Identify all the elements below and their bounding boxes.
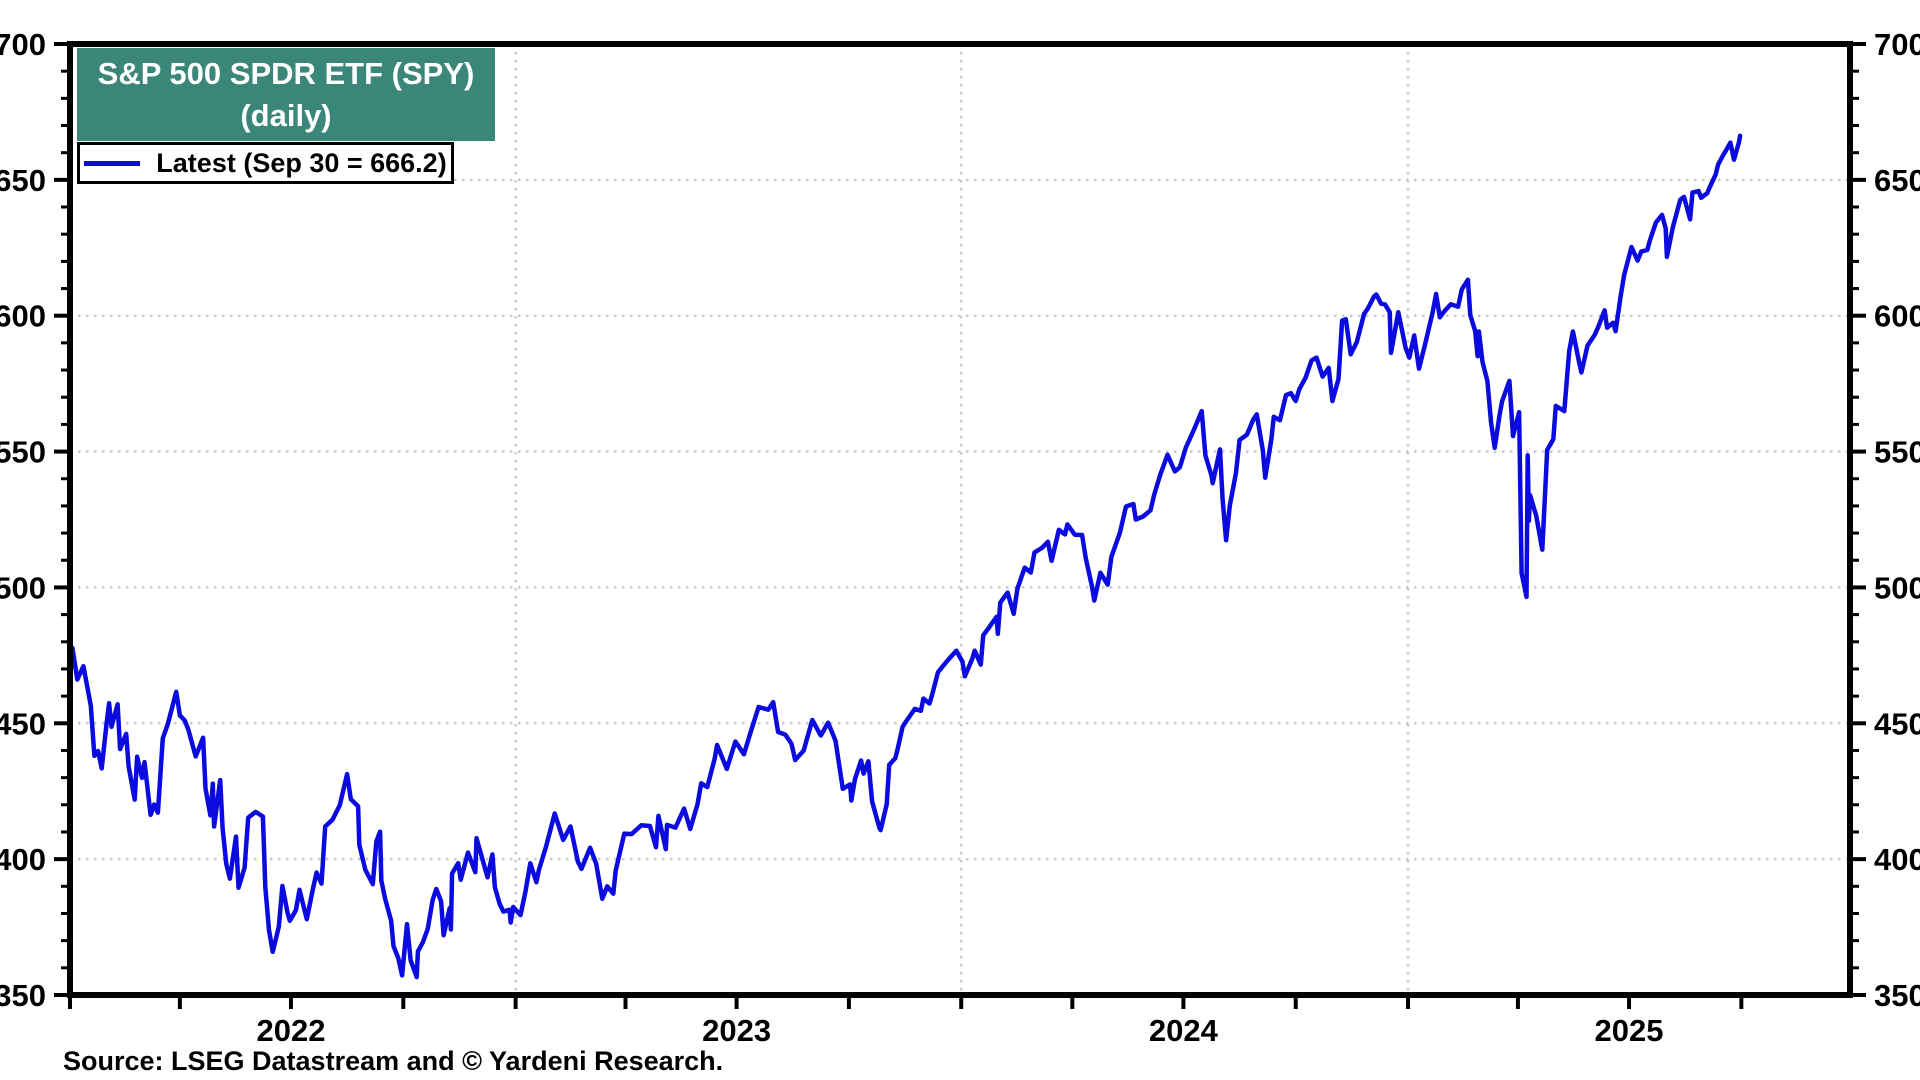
y-axis-label-left: 550: [0, 435, 46, 470]
y-axis-label-right: 500: [1874, 570, 1920, 605]
source-note: Source: LSEG Datastream and © Yardeni Re…: [63, 1046, 724, 1076]
y-axis-label-left: 700: [0, 27, 46, 62]
chart-title-box: S&P 500 SPDR ETF (SPY) (daily): [77, 48, 495, 141]
y-axis-label-left: 350: [0, 978, 46, 1013]
y-axis-label-right: 450: [1874, 706, 1920, 741]
y-axis-label-right: 700: [1874, 27, 1920, 62]
y-axis-label-right: 350: [1874, 978, 1920, 1013]
y-axis-label-left: 600: [0, 299, 46, 334]
y-axis-label-left: 400: [0, 842, 46, 877]
y-axis-label-left: 650: [0, 163, 46, 198]
legend-label: Latest (Sep 30 = 666.2): [156, 147, 447, 178]
y-axis-label-right: 550: [1874, 435, 1920, 470]
y-axis-label-left: 450: [0, 706, 46, 741]
y-axis-label-right: 650: [1874, 163, 1920, 198]
x-axis-year-label: 2025: [1595, 1013, 1664, 1048]
y-axis-label-right: 600: [1874, 299, 1920, 334]
y-axis-label-right: 400: [1874, 842, 1920, 877]
x-axis-year-label: 2023: [702, 1013, 771, 1048]
chart-title-line2: (daily): [240, 97, 332, 133]
x-axis-year-label: 2022: [256, 1013, 325, 1048]
legend-line-swatch: [84, 160, 141, 166]
legend-box: Latest (Sep 30 = 666.2): [77, 142, 454, 184]
x-axis-year-label: 2024: [1149, 1013, 1219, 1048]
chart-title-line1: S&P 500 SPDR ETF (SPY): [97, 55, 475, 91]
y-axis-label-left: 500: [0, 570, 46, 605]
price-line: [70, 133, 1743, 980]
plot-frame: [67, 41, 1853, 998]
